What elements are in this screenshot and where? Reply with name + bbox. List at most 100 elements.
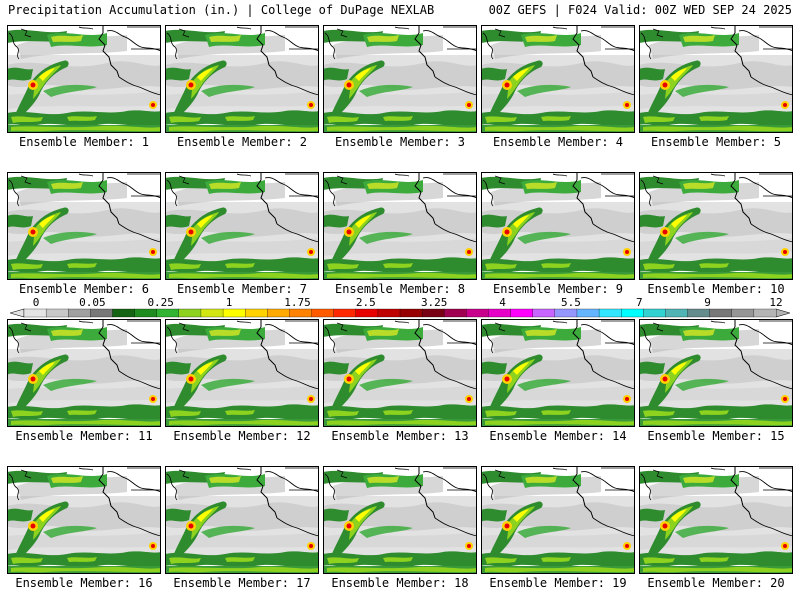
precip-map	[7, 466, 161, 574]
scale-swatch	[665, 308, 688, 318]
precip-map	[639, 172, 793, 280]
ensemble-member-label: Ensemble Member: 7	[176, 282, 308, 296]
precip-map	[323, 25, 477, 133]
scale-tick-label: 4	[499, 297, 506, 309]
header-title: Precipitation Accumulation (in.) | Colle…	[8, 3, 435, 17]
scale-tick-label: 9	[704, 297, 711, 309]
precip-map	[481, 466, 635, 574]
scale-swatch	[23, 308, 47, 318]
scale-swatch	[576, 308, 600, 318]
ensemble-map-panel	[165, 466, 319, 574]
scale-swatch	[488, 308, 512, 318]
ensemble-map-panel	[165, 172, 319, 280]
scale-swatch	[377, 308, 401, 318]
ensemble-map-panel	[7, 25, 161, 133]
ensemble-member-label: Ensemble Member: 6	[18, 282, 150, 296]
precip-color-scale: 0 0.05 0.25 1 1.75 2.5 3.25 4 5.5 7 9 12	[10, 297, 790, 318]
scale-swatch	[510, 308, 534, 318]
ensemble-member-label: Ensemble Member: 10	[647, 282, 785, 296]
precip-map	[481, 319, 635, 427]
ensemble-member-label: Ensemble Member: 18	[331, 576, 469, 590]
ensemble-member-label: Ensemble Member: 11	[15, 429, 153, 443]
precip-map	[323, 319, 477, 427]
scale-swatch	[687, 308, 711, 318]
scale-swatch	[731, 308, 755, 318]
precip-map	[165, 25, 319, 133]
ensemble-map-panel	[323, 466, 477, 574]
scale-tick-label: 5.5	[561, 297, 581, 309]
scale-arrow-right	[775, 308, 790, 318]
scale-tick-label: 1	[226, 297, 233, 309]
scale-tick-label: 12	[769, 297, 782, 309]
ensemble-member-label: Ensemble Member: 4	[492, 135, 624, 149]
ensemble-map-panel	[639, 25, 793, 133]
scale-swatch	[399, 308, 423, 318]
scale-tick-label: 7	[636, 297, 643, 309]
scale-swatch	[532, 308, 556, 318]
scale-swatch	[311, 308, 335, 318]
ensemble-member-label: Ensemble Member: 5	[650, 135, 782, 149]
ensemble-map-panel	[323, 319, 477, 427]
scale-tick-label: 0.05	[79, 297, 106, 309]
precip-map	[639, 466, 793, 574]
scale-swatch	[267, 308, 290, 318]
ensemble-map-panel	[639, 466, 793, 574]
ensemble-member-label: Ensemble Member: 20	[647, 576, 785, 590]
scale-swatch	[598, 308, 622, 318]
ensemble-map-panel	[165, 319, 319, 427]
ensemble-member-label: Ensemble Member: 13	[331, 429, 469, 443]
precip-map	[323, 172, 477, 280]
scale-swatch	[68, 308, 91, 318]
scale-swatch	[333, 308, 357, 318]
scale-arrow-left	[10, 308, 25, 318]
scale-swatch	[753, 308, 777, 318]
ensemble-member-label: Ensemble Member: 12	[173, 429, 311, 443]
header-run-info: 00Z GEFS | F024 Valid: 00Z WED SEP 24 20…	[488, 3, 792, 17]
ensemble-member-label: Ensemble Member: 17	[173, 576, 311, 590]
precip-map	[7, 319, 161, 427]
scale-swatch	[355, 308, 379, 318]
scale-tick-label: 3.25	[421, 297, 448, 309]
scale-swatch	[200, 308, 224, 318]
scale-tick-label: 2.5	[356, 297, 376, 309]
ensemble-member-label: Ensemble Member: 3	[334, 135, 466, 149]
scale-swatch	[621, 308, 644, 318]
ensemble-member-label: Ensemble Member: 16	[15, 576, 153, 590]
ensemble-map-panel	[639, 319, 793, 427]
scale-swatch	[466, 308, 489, 318]
precip-map	[7, 25, 161, 133]
ensemble-map-panel	[481, 466, 635, 574]
precip-map	[639, 319, 793, 427]
ensemble-member-label: Ensemble Member: 1	[18, 135, 150, 149]
precip-map	[639, 25, 793, 133]
ensemble-member-label: Ensemble Member: 14	[489, 429, 627, 443]
ensemble-map-panel	[7, 319, 161, 427]
ensemble-map-panel	[481, 25, 635, 133]
scale-swatch	[222, 308, 246, 318]
precip-map	[481, 172, 635, 280]
ensemble-member-label: Ensemble Member: 9	[492, 282, 624, 296]
precip-map	[481, 25, 635, 133]
ensemble-member-label: Ensemble Member: 15	[647, 429, 785, 443]
precip-map	[165, 466, 319, 574]
precip-map	[323, 466, 477, 574]
scale-swatch	[178, 308, 202, 318]
scale-swatch	[134, 308, 158, 318]
scale-swatch	[289, 308, 312, 318]
ensemble-map-panel	[7, 172, 161, 280]
scale-swatch	[245, 308, 268, 318]
ensemble-map-panel	[323, 172, 477, 280]
ensemble-map-panel	[639, 172, 793, 280]
scale-swatch	[444, 308, 467, 318]
ensemble-map-panel	[165, 25, 319, 133]
scale-tick-label: 0.25	[147, 297, 174, 309]
ensemble-map-panel	[7, 466, 161, 574]
scale-swatch	[112, 308, 136, 318]
ensemble-map-panel	[481, 319, 635, 427]
precip-map	[165, 319, 319, 427]
scale-swatch	[421, 308, 445, 318]
precip-map	[7, 172, 161, 280]
scale-swatch	[156, 308, 180, 318]
precip-map	[165, 172, 319, 280]
ensemble-map-panel	[481, 172, 635, 280]
